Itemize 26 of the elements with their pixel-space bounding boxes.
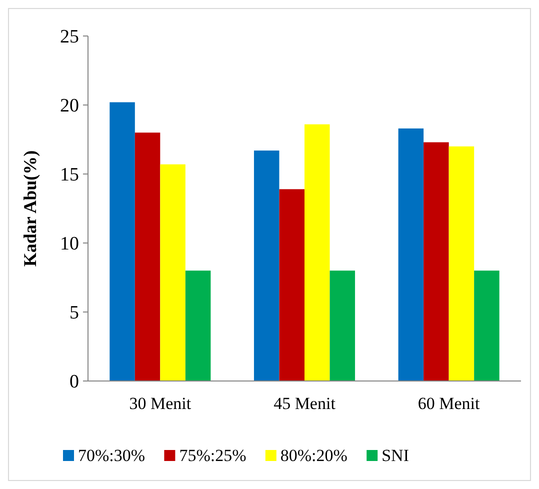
- bar: [110, 102, 135, 381]
- bar: [160, 164, 186, 381]
- y-tick-label: 10: [60, 234, 79, 255]
- bar: [398, 128, 424, 381]
- bar: [448, 146, 474, 381]
- bar: [134, 132, 160, 381]
- y-axis-title: Kadar Abu(%): [20, 150, 40, 267]
- bar: [304, 124, 330, 381]
- bar: [424, 142, 449, 381]
- bar: [330, 270, 356, 381]
- x-tick-label: 60 Menit: [418, 394, 480, 413]
- y-tick-label: 20: [60, 96, 79, 117]
- y-tick-label: 25: [60, 26, 79, 48]
- bar: [185, 270, 211, 381]
- bar: [474, 270, 500, 381]
- y-tick-label: 0: [70, 372, 79, 393]
- bar: [254, 150, 280, 381]
- x-tick-label: 30 Menit: [129, 394, 192, 413]
- legend-label: SNI: [382, 446, 410, 465]
- bar: [279, 189, 304, 381]
- y-tick-label: 5: [70, 302, 79, 324]
- legend-label: 70%:30%: [78, 446, 146, 465]
- legend-label: 80%:20%: [280, 446, 348, 465]
- y-tick-label: 15: [60, 164, 79, 186]
- legend-label: 75%:25%: [179, 446, 246, 465]
- x-tick-label: 45 Menit: [274, 394, 336, 413]
